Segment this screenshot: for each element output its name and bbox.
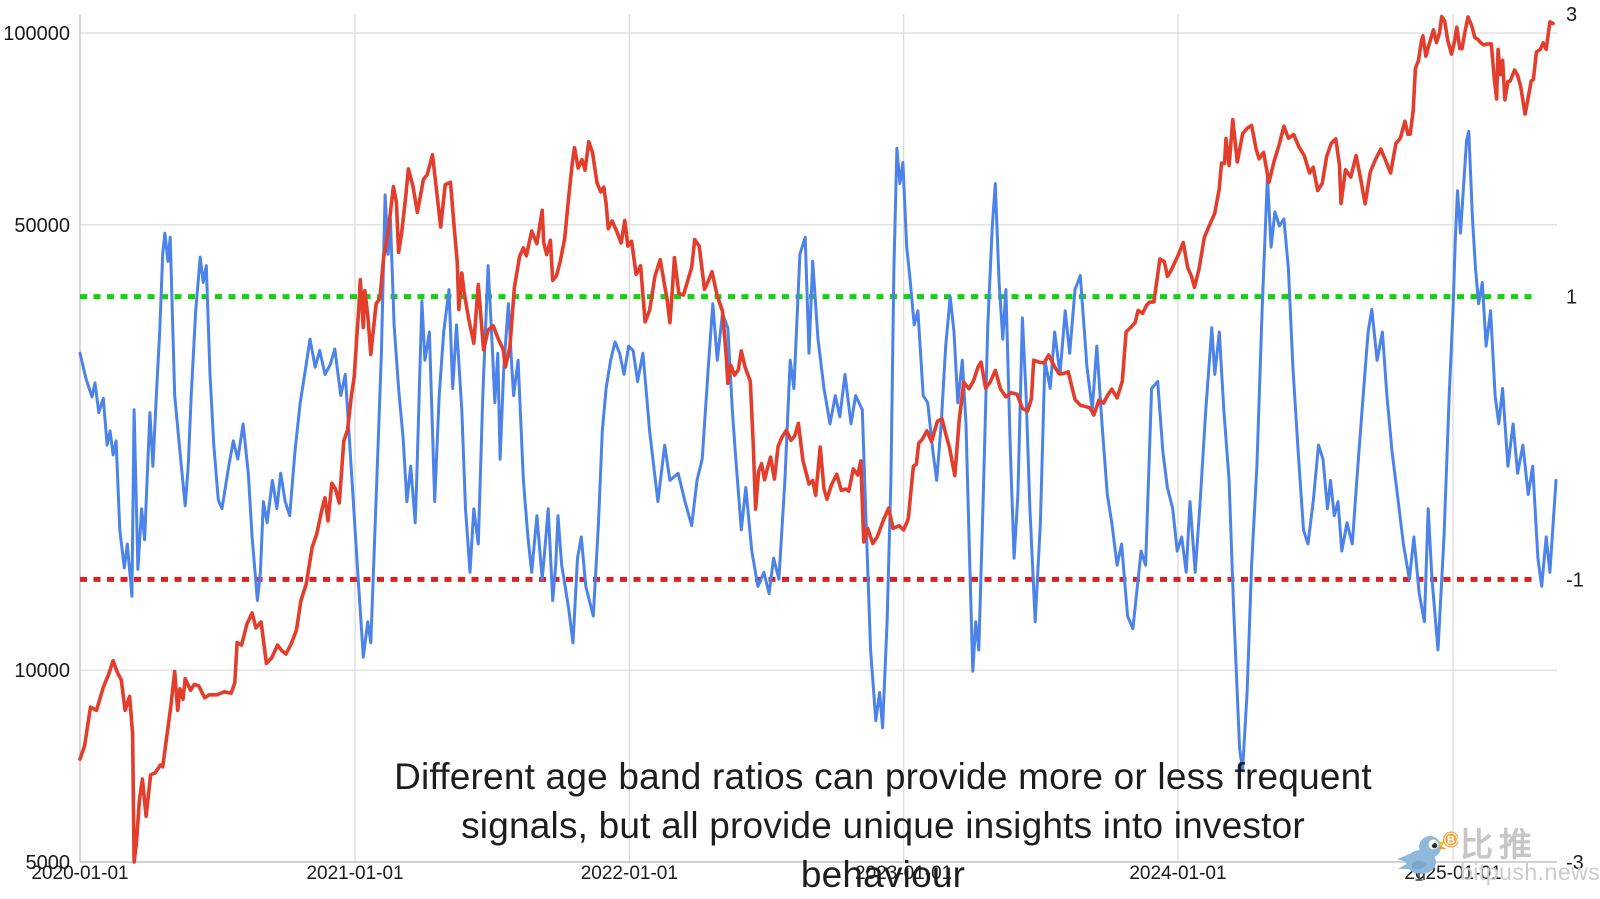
y-axis-right-tick-label: 3 bbox=[1566, 4, 1577, 26]
y-axis-left-tick-label: 50000 bbox=[14, 215, 70, 237]
y-axis-left-tick-label: 100000 bbox=[3, 23, 70, 45]
x-axis-tick-label: 2023-01-01 bbox=[855, 863, 952, 884]
watermark-domain-text: bitpush.news bbox=[1460, 859, 1600, 885]
annotation-line-1: Different age band ratios can provide mo… bbox=[394, 756, 1372, 797]
svg-text:B: B bbox=[1447, 835, 1455, 847]
y-axis-left-tick-label: 5000 bbox=[26, 852, 71, 874]
price-line bbox=[78, 14, 1555, 864]
y-axis-right-tick-label: -1 bbox=[1566, 569, 1584, 591]
x-axis-tick-label: 2024-01-01 bbox=[1129, 863, 1226, 884]
oscillator-line bbox=[78, 129, 1558, 772]
y-axis-right-tick-label: 1 bbox=[1566, 287, 1577, 309]
bird-bitcoin-icon: B bbox=[1397, 831, 1458, 881]
watermark-cjk-text: 比推 bbox=[1460, 826, 1538, 863]
y-axis-right-tick-label: -3 bbox=[1566, 852, 1584, 874]
x-axis-tick-label: 2022-01-01 bbox=[581, 863, 678, 884]
x-axis-tick-label: 2020-01-01 bbox=[31, 863, 128, 884]
annotation-line-2: signals, but all provide unique insights… bbox=[461, 805, 1305, 895]
y-axis-left-tick-label: 10000 bbox=[14, 660, 70, 682]
x-axis-tick-label: 2021-01-01 bbox=[306, 863, 403, 884]
watermark: B 比推 bitpush.news bbox=[1396, 828, 1600, 892]
chart-annotation: Different age band ratios can provide mo… bbox=[383, 752, 1383, 899]
